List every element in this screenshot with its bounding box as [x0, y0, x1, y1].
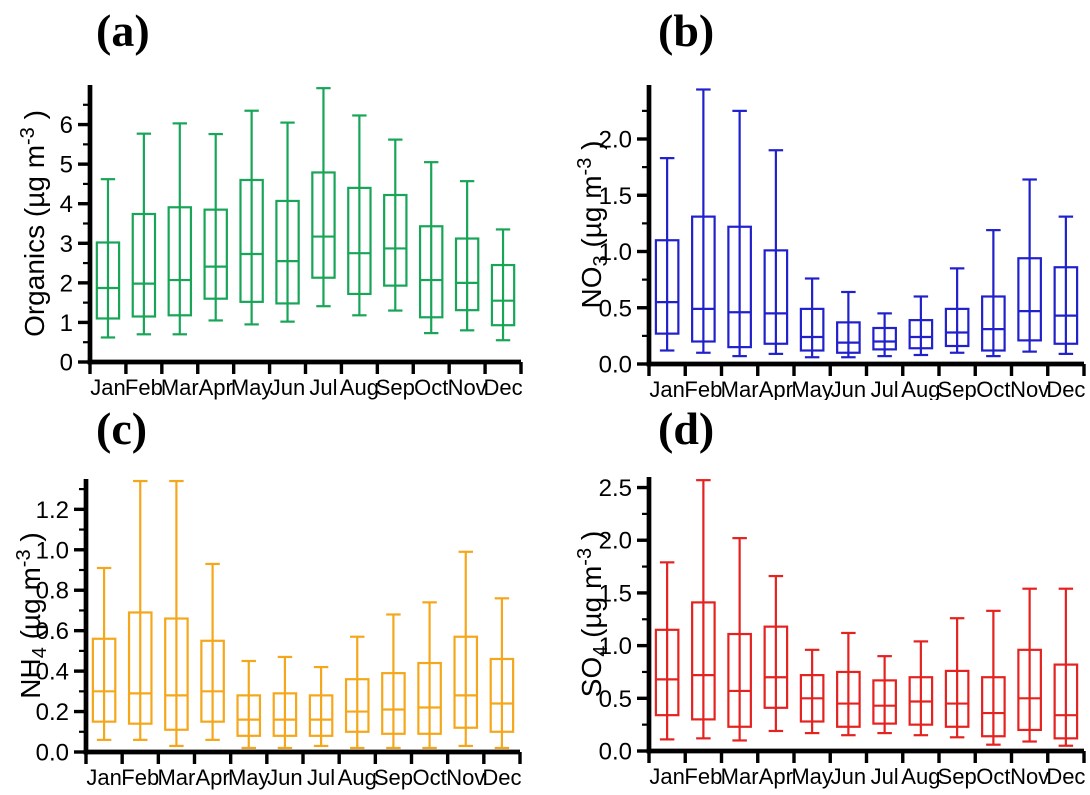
svg-text:0.0: 0.0: [599, 352, 632, 379]
svg-text:2: 2: [60, 270, 73, 297]
svg-text:4: 4: [60, 191, 73, 218]
svg-text:Sep: Sep: [376, 375, 415, 400]
svg-text:0.5: 0.5: [599, 295, 632, 322]
svg-text:Dec: Dec: [483, 375, 522, 400]
svg-text:Mar: Mar: [161, 375, 199, 400]
svg-text:1: 1: [60, 310, 73, 337]
svg-text:Apr: Apr: [759, 377, 793, 400]
svg-text:Nov: Nov: [448, 375, 487, 400]
svg-text:Jul: Jul: [871, 764, 899, 789]
svg-text:Nov: Nov: [1010, 377, 1049, 400]
svg-text:1.0: 1.0: [599, 633, 632, 660]
svg-text:Aug: Aug: [901, 377, 940, 400]
svg-text:Apr: Apr: [199, 375, 233, 400]
svg-text:Feb: Feb: [684, 377, 722, 400]
svg-text:NH4 (µg m-3 ): NH4 (µg m-3 ): [13, 532, 51, 698]
svg-text:Jan: Jan: [86, 765, 121, 790]
svg-text:1.0: 1.0: [36, 537, 69, 564]
svg-text:2.0: 2.0: [599, 127, 632, 154]
svg-text:Sep: Sep: [938, 764, 977, 789]
svg-text:Mar: Mar: [721, 377, 759, 400]
svg-text:Aug: Aug: [901, 764, 940, 789]
svg-text:Apr: Apr: [195, 765, 229, 790]
svg-text:0.6: 0.6: [36, 618, 69, 645]
svg-text:Feb: Feb: [125, 375, 163, 400]
panel-b: (b) 0.0 0.5 1.0 1.5 2.0 Jan Feb Mar Apr May Jun Jul…: [545, 0, 1090, 400]
svg-text:1.5: 1.5: [599, 580, 632, 607]
svg-text:Feb: Feb: [121, 765, 159, 790]
svg-text:1.0: 1.0: [599, 239, 632, 266]
panel-a: (a) 0 1 2 3 4 5 6 Jan Feb Mar Apr May Jun Jul Aug Sep Oc…: [0, 0, 545, 400]
svg-text:Jun: Jun: [831, 764, 866, 789]
svg-text:May: May: [231, 375, 273, 400]
svg-text:Jan: Jan: [90, 375, 125, 400]
svg-text:Mar: Mar: [721, 764, 759, 789]
svg-text:Oct: Oct: [412, 765, 446, 790]
svg-text:6: 6: [60, 112, 73, 139]
svg-text:Apr: Apr: [759, 764, 793, 789]
svg-text:Jun: Jun: [267, 765, 302, 790]
panel-c: (c) 0.0 0.2 0.4 0.6 0.8 1.0 1.2 Jan Feb Mar Apr May…: [0, 400, 545, 795]
svg-text:Sep: Sep: [938, 377, 977, 400]
svg-text:3: 3: [60, 231, 73, 258]
svg-text:Oct: Oct: [414, 375, 448, 400]
svg-text:Jun: Jun: [831, 377, 866, 400]
svg-text:May: May: [228, 765, 270, 790]
svg-text:Dec: Dec: [1046, 764, 1085, 789]
svg-text:0.5: 0.5: [599, 686, 632, 713]
svg-text:0.0: 0.0: [599, 739, 632, 766]
svg-text:0.0: 0.0: [36, 740, 69, 767]
svg-text:Jul: Jul: [307, 765, 335, 790]
svg-text:SO4 (µg m-3 ): SO4 (µg m-3 ): [574, 531, 612, 697]
svg-text:Jan: Jan: [649, 377, 684, 400]
svg-text:Jan: Jan: [649, 764, 684, 789]
svg-text:Dec: Dec: [482, 765, 521, 790]
svg-text:0.2: 0.2: [36, 699, 69, 726]
svg-text:2.5: 2.5: [599, 475, 632, 502]
svg-text:Jul: Jul: [309, 375, 337, 400]
svg-text:5: 5: [60, 152, 73, 179]
panel-d: (d) 0.0 0.5 1.0 1.5 2.0 2.5 Jan Feb Mar Apr May Jun…: [545, 400, 1090, 795]
svg-text:0: 0: [60, 350, 73, 377]
svg-text:0.8: 0.8: [36, 578, 69, 605]
svg-text:Jun: Jun: [270, 375, 305, 400]
svg-text:Aug: Aug: [338, 765, 377, 790]
svg-text:Sep: Sep: [374, 765, 413, 790]
svg-text:Feb: Feb: [684, 764, 722, 789]
svg-text:Nov: Nov: [446, 765, 485, 790]
svg-text:May: May: [791, 764, 833, 789]
svg-text:Oct: Oct: [976, 377, 1010, 400]
svg-text:Jul: Jul: [871, 377, 899, 400]
svg-text:Oct: Oct: [976, 764, 1010, 789]
svg-text:1.2: 1.2: [36, 497, 69, 524]
svg-text:Aug: Aug: [340, 375, 379, 400]
svg-text:May: May: [791, 377, 833, 400]
svg-text:Dec: Dec: [1046, 377, 1085, 400]
svg-text:Mar: Mar: [157, 765, 195, 790]
svg-text:Nov: Nov: [1010, 764, 1049, 789]
svg-text:Organics (µg m-3 ): Organics (µg m-3 ): [17, 110, 50, 337]
svg-text:2.0: 2.0: [599, 528, 632, 555]
svg-text:1.5: 1.5: [599, 183, 632, 210]
svg-text:NO3 (µg m-3 ): NO3 (µg m-3 ): [574, 141, 612, 309]
svg-text:0.4: 0.4: [36, 659, 69, 686]
